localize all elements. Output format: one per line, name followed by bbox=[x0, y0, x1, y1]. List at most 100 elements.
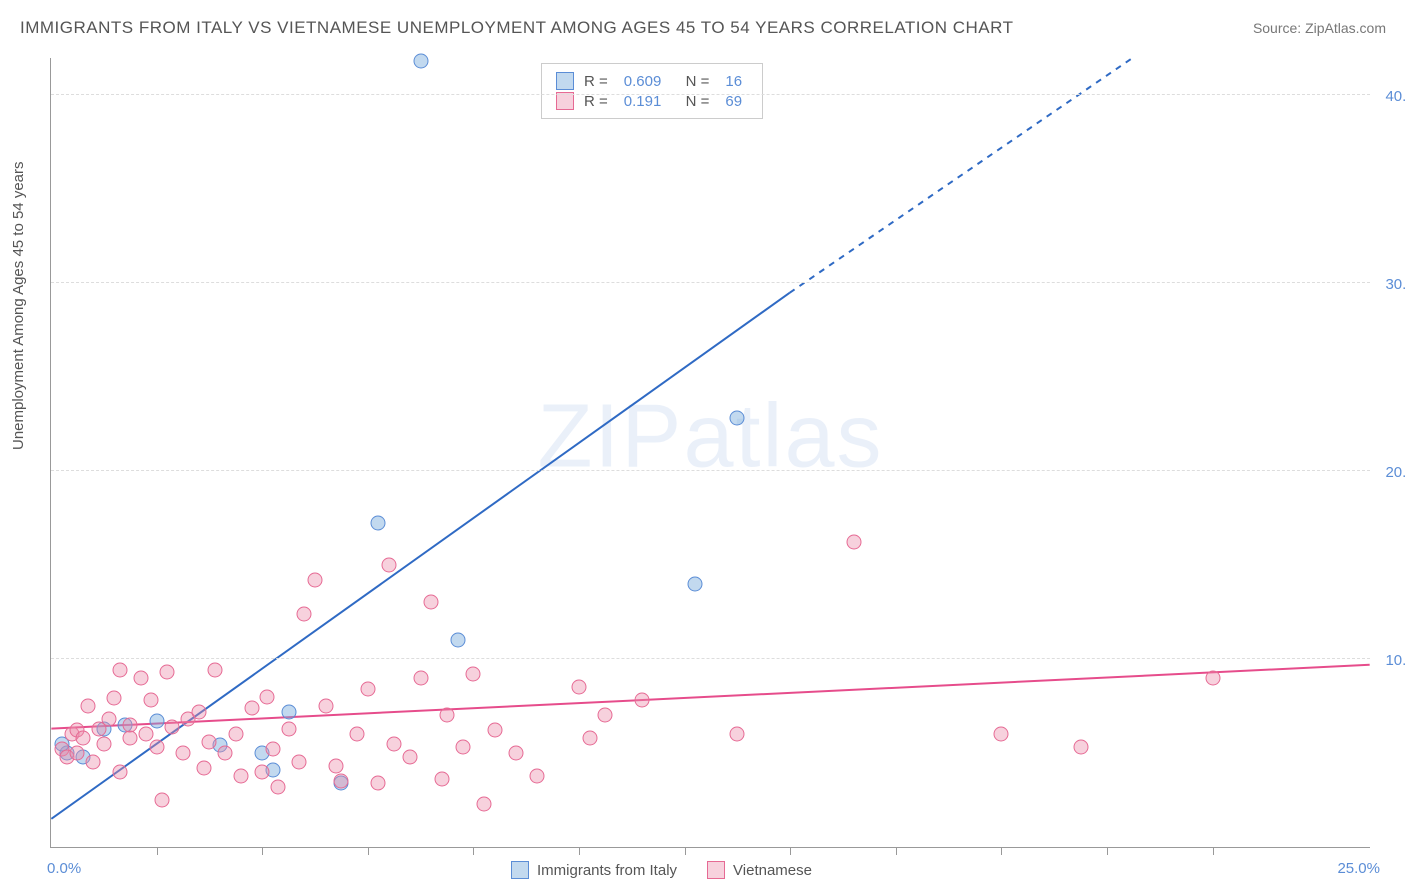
legend-r-value: 0.609 bbox=[624, 73, 662, 90]
data-point-vietnamese bbox=[107, 691, 122, 706]
x-tick-minor bbox=[790, 847, 791, 855]
data-point-vietnamese bbox=[244, 700, 259, 715]
data-point-vietnamese bbox=[207, 663, 222, 678]
data-point-vietnamese bbox=[381, 557, 396, 572]
x-tick-label: 25.0% bbox=[1337, 860, 1380, 877]
x-tick-minor bbox=[473, 847, 474, 855]
data-point-italy bbox=[688, 576, 703, 591]
series-legend-label: Immigrants from Italy bbox=[537, 862, 677, 879]
legend-swatch bbox=[556, 72, 574, 90]
data-point-vietnamese bbox=[508, 745, 523, 760]
data-point-vietnamese bbox=[123, 730, 138, 745]
data-point-vietnamese bbox=[144, 693, 159, 708]
legend-r-value: 0.191 bbox=[624, 93, 662, 110]
data-point-vietnamese bbox=[86, 755, 101, 770]
legend-swatch bbox=[511, 861, 529, 879]
data-point-vietnamese bbox=[598, 708, 613, 723]
legend-swatch bbox=[707, 861, 725, 879]
chart-title: IMMIGRANTS FROM ITALY VS VIETNAMESE UNEM… bbox=[20, 18, 1013, 38]
y-axis-label: Unemployment Among Ages 45 to 54 years bbox=[10, 161, 27, 450]
data-point-vietnamese bbox=[846, 535, 861, 550]
plot-area: ZIPatlas R =0.609 N =16R =0.191 N =69 Im… bbox=[50, 58, 1370, 848]
y-tick-label: 40.0% bbox=[1385, 88, 1406, 105]
series-legend-label: Vietnamese bbox=[733, 862, 812, 879]
data-point-vietnamese bbox=[197, 761, 212, 776]
gridline-h bbox=[51, 470, 1370, 471]
data-point-vietnamese bbox=[582, 730, 597, 745]
data-point-vietnamese bbox=[529, 768, 544, 783]
data-point-vietnamese bbox=[149, 740, 164, 755]
data-point-vietnamese bbox=[572, 680, 587, 695]
data-point-vietnamese bbox=[260, 689, 275, 704]
correlation-legend-row: R = 0.191 N = 69 bbox=[556, 92, 748, 110]
data-point-vietnamese bbox=[271, 779, 286, 794]
trend-line-vietnamese bbox=[51, 665, 1369, 729]
y-tick-label: 20.0% bbox=[1385, 464, 1406, 481]
data-point-vietnamese bbox=[297, 606, 312, 621]
gridline-h bbox=[51, 94, 1370, 95]
data-point-vietnamese bbox=[455, 740, 470, 755]
x-tick-minor bbox=[579, 847, 580, 855]
data-point-italy bbox=[730, 411, 745, 426]
data-point-vietnamese bbox=[476, 796, 491, 811]
data-point-vietnamese bbox=[70, 745, 85, 760]
data-point-vietnamese bbox=[403, 749, 418, 764]
data-point-vietnamese bbox=[329, 759, 344, 774]
legend-n-value: 69 bbox=[725, 93, 742, 110]
data-point-vietnamese bbox=[112, 764, 127, 779]
trend-line-italy bbox=[51, 293, 789, 819]
x-tick-minor bbox=[896, 847, 897, 855]
data-point-vietnamese bbox=[487, 723, 502, 738]
data-point-vietnamese bbox=[350, 727, 365, 742]
x-tick-minor bbox=[262, 847, 263, 855]
data-point-vietnamese bbox=[165, 719, 180, 734]
data-point-vietnamese bbox=[371, 776, 386, 791]
data-point-vietnamese bbox=[730, 727, 745, 742]
legend-r-label: R = bbox=[584, 93, 608, 110]
data-point-vietnamese bbox=[191, 704, 206, 719]
data-point-vietnamese bbox=[123, 717, 138, 732]
data-point-vietnamese bbox=[228, 727, 243, 742]
data-point-vietnamese bbox=[75, 730, 90, 745]
data-point-vietnamese bbox=[112, 663, 127, 678]
x-tick-minor bbox=[1001, 847, 1002, 855]
series-legend-item: Vietnamese bbox=[707, 861, 812, 879]
data-point-vietnamese bbox=[292, 755, 307, 770]
data-point-vietnamese bbox=[234, 768, 249, 783]
correlation-legend-row: R = 0.609 N = 16 bbox=[556, 72, 748, 90]
x-tick-minor bbox=[1107, 847, 1108, 855]
data-point-vietnamese bbox=[102, 712, 117, 727]
data-point-vietnamese bbox=[96, 736, 111, 751]
correlation-legend: R = 0.609 N = 16 R = 0.191 N = 69 bbox=[541, 63, 763, 119]
source-attribution: Source: ZipAtlas.com bbox=[1253, 20, 1386, 36]
data-point-vietnamese bbox=[466, 666, 481, 681]
legend-n-label: N = bbox=[677, 73, 709, 90]
data-point-vietnamese bbox=[1205, 670, 1220, 685]
x-tick-minor bbox=[1213, 847, 1214, 855]
gridline-h bbox=[51, 282, 1370, 283]
data-point-vietnamese bbox=[176, 745, 191, 760]
data-point-vietnamese bbox=[994, 727, 1009, 742]
data-point-italy bbox=[413, 53, 428, 68]
data-point-vietnamese bbox=[160, 665, 175, 680]
x-tick-minor bbox=[157, 847, 158, 855]
data-point-vietnamese bbox=[139, 727, 154, 742]
legend-n-label: N = bbox=[677, 93, 709, 110]
data-point-vietnamese bbox=[308, 572, 323, 587]
data-point-italy bbox=[149, 713, 164, 728]
data-point-vietnamese bbox=[334, 774, 349, 789]
legend-r-label: R = bbox=[584, 73, 608, 90]
data-point-vietnamese bbox=[434, 772, 449, 787]
data-point-vietnamese bbox=[281, 721, 296, 736]
x-tick-label: 0.0% bbox=[47, 860, 81, 877]
y-tick-label: 30.0% bbox=[1385, 276, 1406, 293]
x-tick-minor bbox=[368, 847, 369, 855]
data-point-vietnamese bbox=[387, 736, 402, 751]
x-tick-minor bbox=[685, 847, 686, 855]
data-point-vietnamese bbox=[255, 764, 270, 779]
data-point-vietnamese bbox=[360, 682, 375, 697]
y-tick-label: 10.0% bbox=[1385, 652, 1406, 669]
data-point-vietnamese bbox=[1073, 740, 1088, 755]
data-point-vietnamese bbox=[635, 693, 650, 708]
legend-n-value: 16 bbox=[725, 73, 742, 90]
